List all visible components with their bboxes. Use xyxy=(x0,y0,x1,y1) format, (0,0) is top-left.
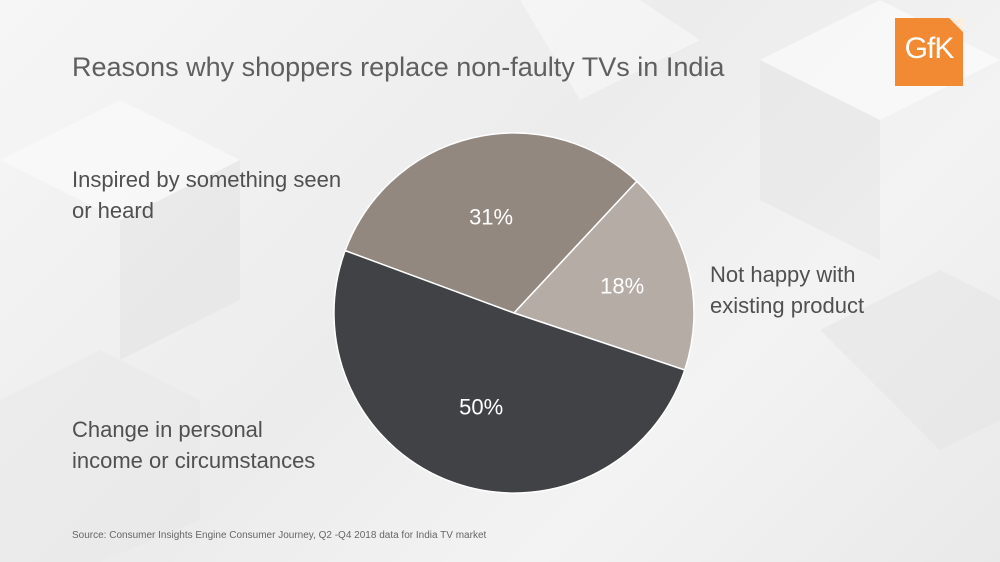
slice-label-line: or heard xyxy=(72,198,154,223)
pie-slice-not-happy xyxy=(512,180,695,371)
slice-label-line: existing product xyxy=(710,293,865,318)
value-label-inspired: 31% xyxy=(469,205,513,230)
gfk-logo: GfK xyxy=(895,18,963,86)
pie-slice-inspired xyxy=(344,132,638,314)
pie-slice-change-income xyxy=(333,249,686,494)
slice-label-inspired: Inspired by something seen or heard xyxy=(72,164,341,226)
slice-label-line: Not happy with xyxy=(710,262,856,287)
chart-title: Reasons why shoppers replace non-faulty … xyxy=(72,52,725,82)
slice-label-change-income: Change in personal income or circumstanc… xyxy=(72,414,315,476)
slice-label-line: income or circumstances xyxy=(72,448,316,473)
value-label-change-income: 50% xyxy=(459,394,503,419)
logo-corner-mark xyxy=(949,18,963,32)
value-label-not-happy: 18% xyxy=(600,274,644,299)
slice-label-line: Inspired by something seen xyxy=(72,167,342,192)
logo-text: GfK xyxy=(904,32,955,65)
slice-label-line: Change in personal xyxy=(72,417,263,442)
slice-label-not-happy: Not happy with existing product xyxy=(710,259,864,321)
source-note: Source: Consumer Insights Engine Consume… xyxy=(72,530,487,541)
